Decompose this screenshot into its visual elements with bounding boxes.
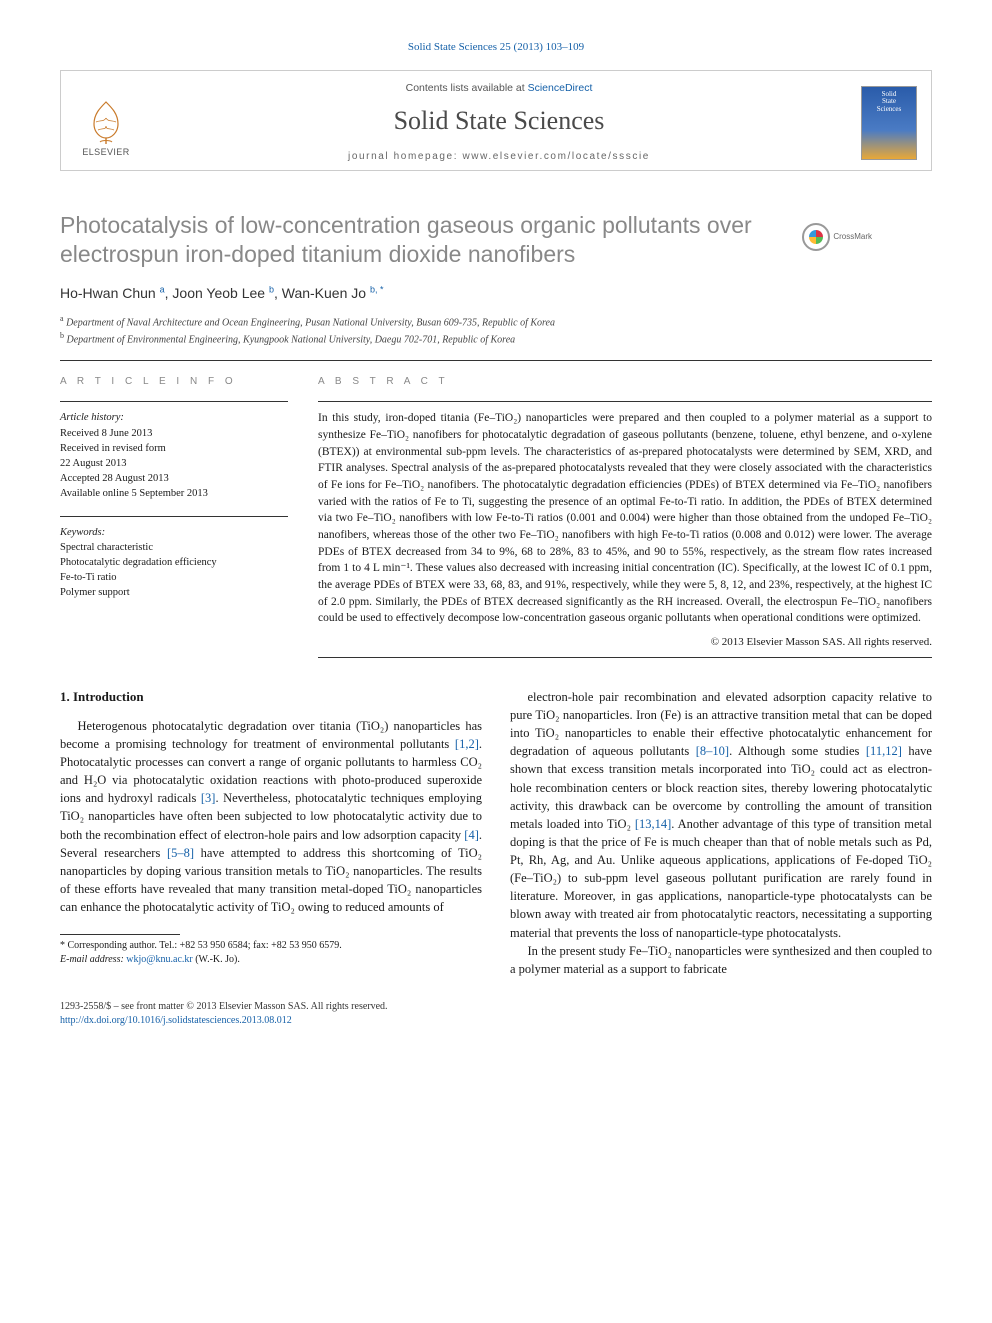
- ref-link[interactable]: [4]: [464, 828, 479, 842]
- page-footer: 1293-2558/$ – see front matter © 2013 El…: [60, 1000, 932, 1029]
- body-columns: 1. Introduction Heterogenous photocataly…: [60, 688, 932, 978]
- abstract-text: In this study, iron-doped titania (Fe–Ti…: [318, 410, 932, 627]
- cover-text-3: Sciences: [877, 106, 902, 114]
- ref-link[interactable]: [13,14]: [635, 817, 671, 831]
- history-label: Article history:: [60, 410, 288, 425]
- paragraph-2: electron-hole pair recombination and ele…: [510, 688, 932, 942]
- author-list: Ho-Hwan Chun a, Joon Yeob Lee b, Wan-Kue…: [60, 283, 932, 303]
- paragraph-3: In the present study Fe–TiO₂ nanoparticl…: [510, 942, 932, 978]
- online-date: Available online 5 September 2013: [60, 486, 288, 501]
- homepage-line: journal homepage: www.elsevier.com/locat…: [151, 150, 847, 165]
- corresponding-author: * Corresponding author. Tel.: +82 53 950…: [60, 939, 482, 953]
- citation-line: Solid State Sciences 25 (2013) 103–109: [60, 40, 932, 56]
- affiliation-a: Department of Naval Architecture and Oce…: [66, 317, 555, 328]
- keywords-label: Keywords:: [60, 525, 288, 540]
- homepage-url[interactable]: www.elsevier.com/locate/ssscie: [462, 151, 650, 162]
- journal-cover-thumb: Solid State Sciences: [861, 86, 917, 160]
- journal-header: ELSEVIER Contents lists available at Sci…: [60, 70, 932, 171]
- info-divider: [60, 401, 288, 402]
- ref-link[interactable]: [5–8]: [167, 846, 194, 860]
- contents-line: Contents lists available at ScienceDirec…: [151, 81, 847, 96]
- crossmark-badge[interactable]: CrossMark: [802, 223, 872, 251]
- keyword-1: Spectral characteristic: [60, 540, 288, 555]
- email-suffix: (W.-K. Jo).: [193, 954, 240, 965]
- keyword-3: Fe-to-Ti ratio: [60, 570, 288, 585]
- ref-link[interactable]: [3]: [201, 791, 216, 805]
- revised-line1: Received in revised form: [60, 441, 288, 456]
- keyword-2: Photocatalytic degradation efficiency: [60, 555, 288, 570]
- article-title: Photocatalysis of low-concentration gase…: [60, 211, 932, 269]
- email-link[interactable]: wkjo@knu.ac.kr: [126, 954, 192, 965]
- affiliations: a Department of Naval Architecture and O…: [60, 313, 932, 348]
- article-info-column: A R T I C L E I N F O Article history: R…: [60, 375, 288, 658]
- footnotes: * Corresponding author. Tel.: +82 53 950…: [60, 939, 482, 967]
- copyright-line: © 2013 Elsevier Masson SAS. All rights r…: [318, 635, 932, 651]
- ref-link[interactable]: [11,12]: [866, 744, 902, 758]
- journal-name: Solid State Sciences: [151, 102, 847, 140]
- received-date: Received 8 June 2013: [60, 426, 288, 441]
- doi-link[interactable]: http://dx.doi.org/10.1016/j.solidstatesc…: [60, 1015, 292, 1026]
- divider-rule: [60, 360, 932, 361]
- accepted-date: Accepted 28 August 2013: [60, 471, 288, 486]
- ref-link[interactable]: [1,2]: [455, 737, 479, 751]
- abstract-column: A B S T R A C T In this study, iron-dope…: [318, 375, 932, 658]
- sciencedirect-link[interactable]: ScienceDirect: [528, 82, 593, 94]
- article-info-head: A R T I C L E I N F O: [60, 375, 288, 390]
- issn-line: 1293-2558/$ – see front matter © 2013 El…: [60, 1000, 932, 1015]
- abstract-bottom-rule: [318, 657, 932, 658]
- section-1-head: 1. Introduction: [60, 688, 482, 707]
- ref-link[interactable]: [8–10]: [696, 744, 729, 758]
- revised-line2: 22 August 2013: [60, 456, 288, 471]
- footnote-separator: [60, 934, 180, 935]
- info-divider-2: [60, 516, 288, 517]
- email-label: E-mail address:: [60, 954, 126, 965]
- contents-prefix: Contents lists available at: [406, 82, 528, 94]
- crossmark-icon: [802, 223, 830, 251]
- keyword-4: Polymer support: [60, 585, 288, 600]
- publisher-name: ELSEVIER: [82, 146, 129, 159]
- abstract-head: A B S T R A C T: [318, 375, 932, 390]
- affiliation-b: Department of Environmental Engineering,…: [67, 335, 516, 346]
- elsevier-tree-icon: [82, 98, 130, 146]
- crossmark-label: CrossMark: [833, 231, 872, 243]
- abstract-divider: [318, 401, 932, 402]
- elsevier-logo: ELSEVIER: [75, 87, 137, 159]
- homepage-prefix: journal homepage:: [348, 151, 462, 162]
- paragraph-1: Heterogenous photocatalytic degradation …: [60, 717, 482, 916]
